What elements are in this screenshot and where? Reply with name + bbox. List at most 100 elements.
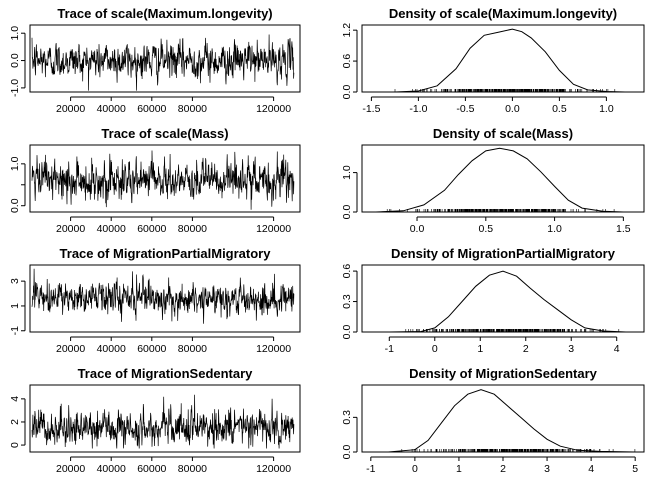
panel-6: Density of MigrationPartialMigratory -1 0 1…	[341, 246, 645, 355]
panel-4: Density of scale(Mass) 0.0 0.5 1.0 1.5 0.0 1.0	[341, 126, 645, 235]
x-tick-label: 1	[477, 343, 483, 355]
y-tick-label: 0.0	[341, 205, 353, 220]
plot-frame	[361, 144, 645, 213]
y-tick-label: 0.6	[341, 264, 353, 279]
y-tick-label: 0	[9, 442, 21, 448]
x-tick-label: 60000	[137, 463, 166, 475]
x-tick-label: 1	[456, 463, 462, 475]
x-tick-label: 0.5	[479, 223, 494, 235]
panel-2: Density of scale(Maximum.longevity) -1.5 -…	[341, 6, 645, 115]
y-tick-label: 0.0	[341, 445, 353, 460]
plot-frame	[361, 24, 645, 93]
density-curve	[388, 389, 636, 453]
panel-title: Trace of scale(Mass)	[101, 126, 228, 141]
y-tick-label: 1.0	[9, 26, 21, 41]
trace-line	[31, 34, 295, 91]
x-tick-label: 120000	[256, 103, 291, 115]
y-tick-label: 4	[9, 396, 21, 402]
x-tick-label: 0.5	[552, 103, 567, 115]
x-tick-label: 2	[523, 343, 529, 355]
trace-line	[31, 394, 295, 449]
density-curve	[394, 28, 626, 93]
panel-7: Trace of MigrationSedentary 20000 40000 600…	[9, 366, 301, 475]
trace-line	[31, 268, 295, 324]
x-tick-label: 0.0	[410, 223, 425, 235]
x-tick-label: 0	[432, 343, 438, 355]
y-tick-label: 2	[9, 419, 21, 425]
x-tick-label: 80000	[178, 463, 207, 475]
x-tick-label: 20000	[56, 223, 85, 235]
x-tick-label: 20000	[56, 343, 85, 355]
x-tick-label: 60000	[137, 103, 166, 115]
rug-marks	[386, 209, 615, 213]
x-tick-label: 120000	[256, 463, 291, 475]
x-tick-label: 60000	[137, 223, 166, 235]
panel-5: Trace of MigrationPartialMigratory 20000 4…	[9, 246, 301, 355]
x-tick-label: 3	[568, 343, 574, 355]
rug-marks	[405, 329, 620, 333]
y-tick-label: 0.0	[341, 325, 353, 340]
y-tick-label: -1	[9, 326, 21, 335]
plot-frame	[29, 24, 301, 93]
y-tick-label: 1.0	[341, 165, 353, 180]
y-tick-label: -1.0	[9, 79, 21, 97]
x-tick-label: 1.5	[616, 223, 631, 235]
x-tick-label: 80000	[178, 343, 207, 355]
y-tick-label: 0.3	[341, 410, 353, 425]
rug-marks	[401, 449, 636, 453]
y-tick-label: 0.0	[341, 85, 353, 100]
x-tick-label: 5	[632, 463, 638, 475]
density-curve	[389, 270, 626, 333]
panel-3: Trace of scale(Mass) 20000 40000 60000 80000…	[9, 126, 301, 235]
y-tick-label: 0.0	[9, 198, 21, 213]
x-tick-label: -1.0	[409, 103, 427, 115]
x-tick-label: 120000	[256, 223, 291, 235]
y-tick-label: 0.3	[341, 294, 353, 309]
x-tick-label: 1.0	[599, 103, 614, 115]
x-tick-label: 4	[614, 343, 620, 355]
plot-frame	[29, 144, 301, 213]
x-tick-label: -1	[385, 343, 394, 355]
x-tick-label: 80000	[178, 223, 207, 235]
x-tick-label: 40000	[97, 103, 126, 115]
panel-1: Trace of scale(Maximum.longevity) 20000 40…	[9, 6, 301, 115]
x-tick-label: 4	[588, 463, 594, 475]
y-tick-label: 0.6	[341, 54, 353, 69]
x-tick-label: 60000	[137, 343, 166, 355]
x-tick-label: 40000	[97, 343, 126, 355]
x-tick-label: 0.0	[505, 103, 520, 115]
x-tick-label: 120000	[256, 343, 291, 355]
y-tick-label: 3	[9, 278, 21, 284]
plot-frame	[361, 264, 645, 333]
y-tick-label: 1.2	[341, 23, 353, 38]
x-tick-label: 2	[500, 463, 506, 475]
x-tick-label: -0.5	[456, 103, 474, 115]
panel-title: Trace of MigrationSedentary	[78, 366, 254, 381]
x-tick-label: 40000	[97, 463, 126, 475]
x-tick-label: 0	[412, 463, 418, 475]
y-tick-label: 1.0	[9, 156, 21, 171]
x-tick-label: -1	[366, 463, 375, 475]
x-tick-label: 80000	[178, 103, 207, 115]
panel-title: Trace of MigrationPartialMigratory	[60, 246, 272, 261]
density-curve	[375, 147, 624, 213]
x-tick-label: 20000	[56, 463, 85, 475]
x-tick-label: 20000	[56, 103, 85, 115]
y-tick-label: 0.0	[9, 53, 21, 68]
trace-line	[31, 150, 295, 210]
panel-title: Density of scale(Mass)	[433, 126, 573, 141]
panel-title: Density of MigrationPartialMigratory	[391, 246, 616, 261]
plot-frame	[361, 384, 645, 453]
x-tick-label: 40000	[97, 223, 126, 235]
panel-8: Density of MigrationSedentary -1 0 1 2 3 4 5 0.0…	[341, 366, 645, 475]
y-tick-label: 1	[9, 303, 21, 309]
panel-title: Trace of scale(Maximum.longevity)	[57, 6, 272, 21]
x-tick-label: -1.5	[362, 103, 380, 115]
rug-marks	[394, 89, 616, 93]
x-tick-label: 1.0	[547, 223, 562, 235]
panel-title: Density of scale(Maximum.longevity)	[389, 6, 617, 21]
x-tick-label: 3	[544, 463, 550, 475]
panel-title: Density of MigrationSedentary	[409, 366, 598, 381]
plot-frame	[29, 384, 301, 453]
